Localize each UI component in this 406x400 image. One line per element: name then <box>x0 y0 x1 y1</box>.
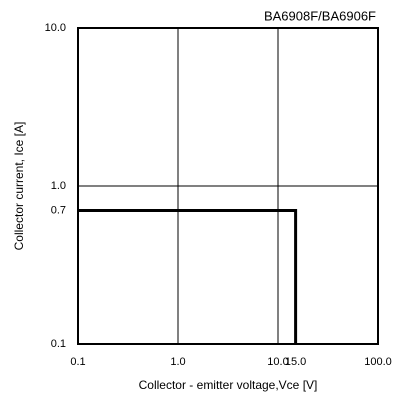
x-tick-label: 10.0 <box>267 356 288 368</box>
data-line <box>78 208 298 344</box>
y-tick-label: 1.0 <box>51 180 66 192</box>
y-tick-label: 10.0 <box>45 22 66 34</box>
chart-title: BA6908F/BA6906F <box>264 8 376 23</box>
x-tick-label: 100.0 <box>364 356 392 368</box>
x-tick-label: 15.0 <box>285 356 306 368</box>
y-tick-label: 0.1 <box>51 338 66 350</box>
x-tick-label: 0.1 <box>70 356 85 368</box>
x-axis-label: Collector - emitter voltage,Vce [V] <box>139 378 318 392</box>
plot-frame <box>77 27 379 345</box>
y-tick-label: 0.7 <box>51 204 66 216</box>
y-axis-label: Collector current, Ice [A] <box>12 122 26 251</box>
x-tick-label: 1.0 <box>170 356 185 368</box>
